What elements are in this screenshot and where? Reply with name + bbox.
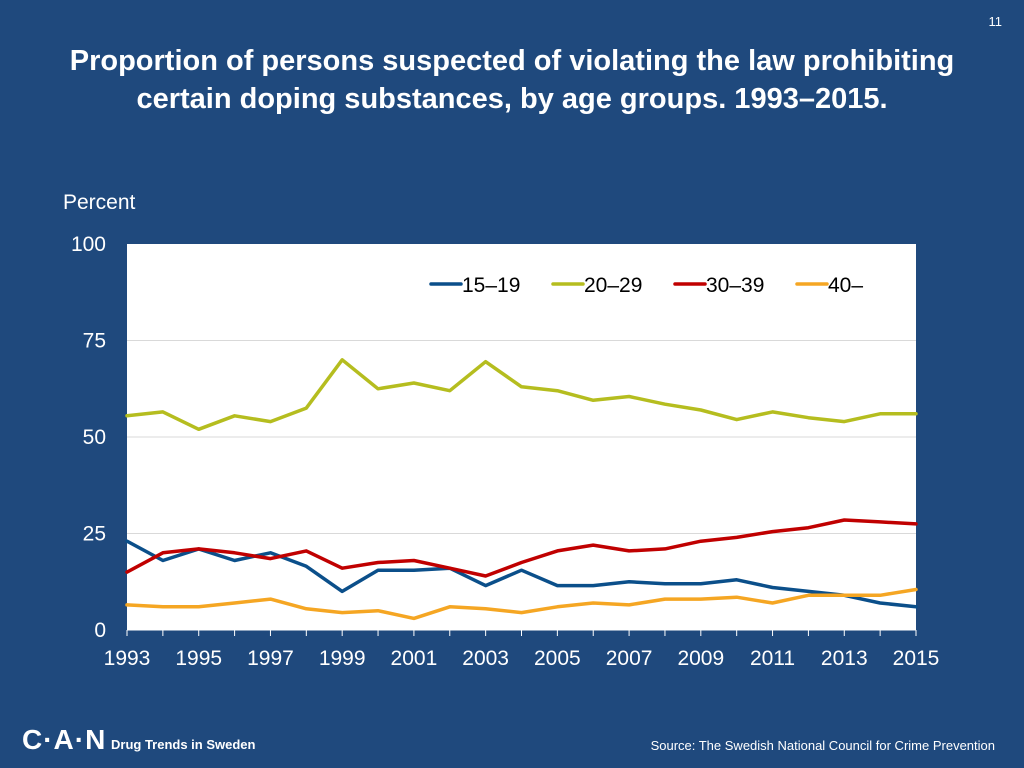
legend-label: 20–29 (584, 274, 642, 297)
x-tick-label: 1995 (175, 647, 222, 670)
x-tick-label: 2005 (534, 647, 581, 670)
y-tick-label: 75 (83, 330, 106, 353)
x-tick-label: 2015 (893, 647, 940, 670)
page-number: 11 (988, 14, 1003, 29)
y-tick-label: 100 (71, 233, 106, 256)
can-logo: C·A·N (22, 724, 107, 755)
x-tick-label: 2003 (462, 647, 509, 670)
series-line-40– (125, 587, 918, 621)
x-tick-label: 2001 (391, 647, 438, 670)
chart-title: Proportion of persons suspected of viola… (69, 45, 955, 115)
footer-tagline: Drug Trends in Sweden (111, 737, 256, 752)
y-tick-label: 0 (94, 619, 106, 642)
x-tick-label: 1997 (247, 647, 294, 670)
source-note: Source: The Swedish National Council for… (650, 738, 995, 753)
series-line-20–29 (125, 358, 918, 432)
x-tick-label: 2013 (821, 647, 868, 670)
series-line-30–39 (125, 518, 918, 578)
legend-label: 30–39 (706, 274, 764, 297)
x-tick-label: 1993 (104, 647, 151, 670)
y-axis-label: Percent (63, 191, 136, 214)
y-tick-label: 50 (83, 426, 106, 449)
x-tick-label: 1999 (319, 647, 366, 670)
y-tick-label: 25 (83, 523, 106, 546)
x-tick-label: 2011 (750, 647, 795, 670)
legend-label: 15–19 (462, 274, 520, 297)
x-tick-label: 2009 (677, 647, 724, 670)
x-tick-label: 2007 (606, 647, 653, 670)
legend-label: 40– (828, 274, 863, 297)
